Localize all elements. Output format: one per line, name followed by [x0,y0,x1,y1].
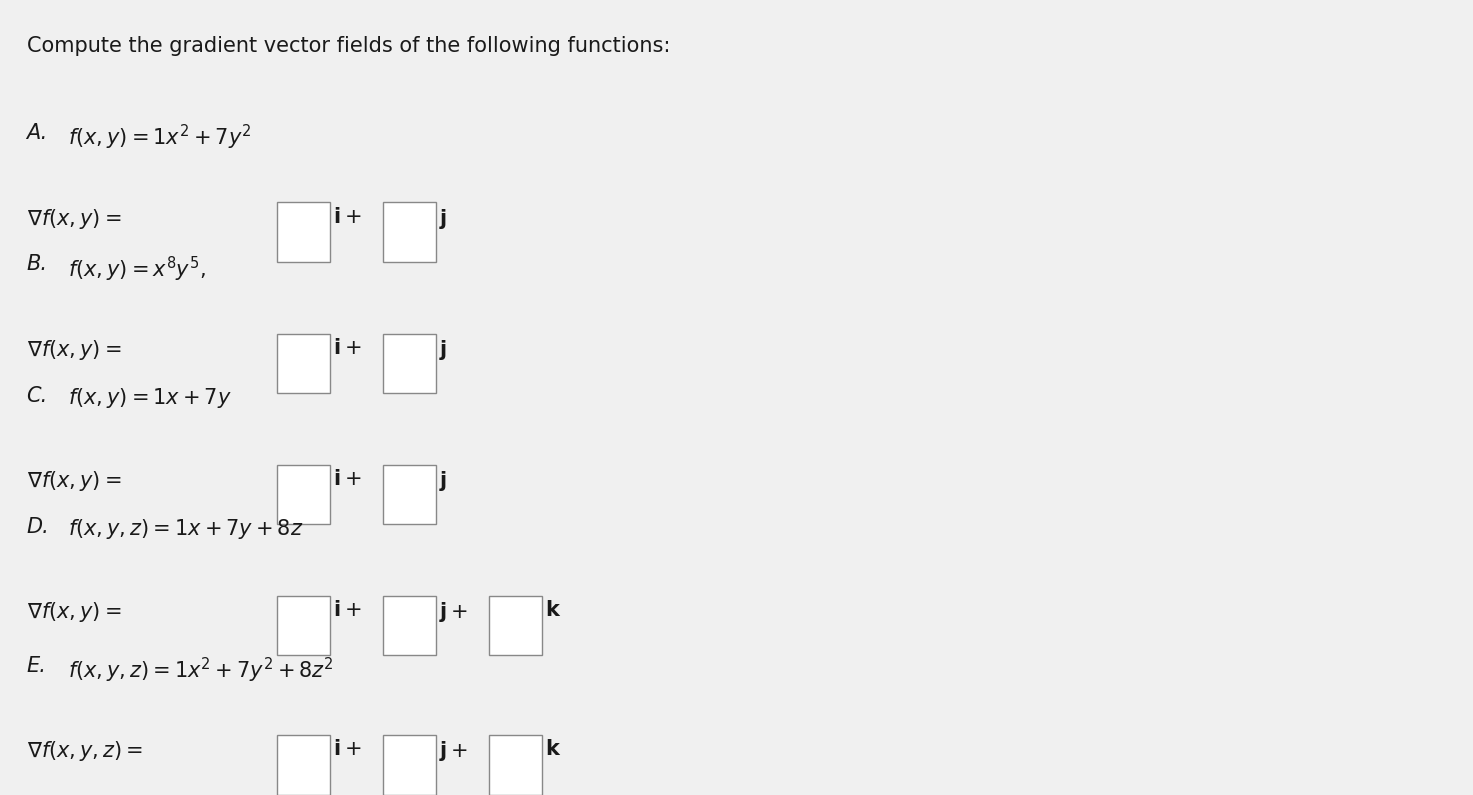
FancyBboxPatch shape [277,334,330,393]
Text: E.: E. [27,656,46,676]
Text: $\mathbf{j}+$: $\mathbf{j}+$ [439,739,468,763]
FancyBboxPatch shape [277,596,330,655]
Text: A.: A. [27,123,47,143]
Text: $\mathbf{i}+$: $\mathbf{i}+$ [333,338,361,358]
Text: $\nabla f(x, y) =$: $\nabla f(x, y) =$ [27,600,121,624]
FancyBboxPatch shape [383,735,436,795]
Text: $f(x, y) = 1x^2 + 7y^2$: $f(x, y) = 1x^2 + 7y^2$ [68,123,250,153]
Text: $f(x, y) = 1x + 7y$: $f(x, y) = 1x + 7y$ [68,386,231,409]
Text: $f(x, y) = x^8y^5,$: $f(x, y) = x^8y^5,$ [68,254,206,284]
Text: $\mathbf{j}$: $\mathbf{j}$ [439,338,446,362]
FancyBboxPatch shape [383,203,436,262]
Text: $\mathbf{k}$: $\mathbf{k}$ [545,600,561,620]
Text: $\mathbf{i}+$: $\mathbf{i}+$ [333,469,361,489]
Text: $\mathbf{i}+$: $\mathbf{i}+$ [333,739,361,759]
FancyBboxPatch shape [383,464,436,525]
FancyBboxPatch shape [277,464,330,525]
Text: $\nabla f(x, y) =$: $\nabla f(x, y) =$ [27,207,121,231]
FancyBboxPatch shape [383,334,436,393]
Text: $\mathbf{j}+$: $\mathbf{j}+$ [439,600,468,624]
Text: $\nabla f(x, y) =$: $\nabla f(x, y) =$ [27,469,121,493]
FancyBboxPatch shape [489,735,542,795]
Text: $\mathbf{j}$: $\mathbf{j}$ [439,207,446,231]
Text: $\nabla f(x, y, z) =$: $\nabla f(x, y, z) =$ [27,739,143,763]
Text: $\mathbf{i}+$: $\mathbf{i}+$ [333,207,361,227]
Text: D.: D. [27,517,49,537]
Text: Compute the gradient vector fields of the following functions:: Compute the gradient vector fields of th… [27,36,670,56]
FancyBboxPatch shape [277,203,330,262]
Text: $\mathbf{k}$: $\mathbf{k}$ [545,739,561,759]
FancyBboxPatch shape [489,596,542,655]
FancyBboxPatch shape [383,596,436,655]
Text: B.: B. [27,254,47,274]
Text: $\mathbf{i}+$: $\mathbf{i}+$ [333,600,361,620]
Text: C.: C. [27,386,47,405]
Text: $f(x, y, z) = 1x^2 + 7y^2 + 8z^2$: $f(x, y, z) = 1x^2 + 7y^2 + 8z^2$ [68,656,333,685]
Text: $f(x, y, z) = 1x + 7y + 8z$: $f(x, y, z) = 1x + 7y + 8z$ [68,517,303,541]
Text: $\nabla f(x, y) =$: $\nabla f(x, y) =$ [27,338,121,362]
FancyBboxPatch shape [277,735,330,795]
Text: $\mathbf{j}$: $\mathbf{j}$ [439,469,446,493]
